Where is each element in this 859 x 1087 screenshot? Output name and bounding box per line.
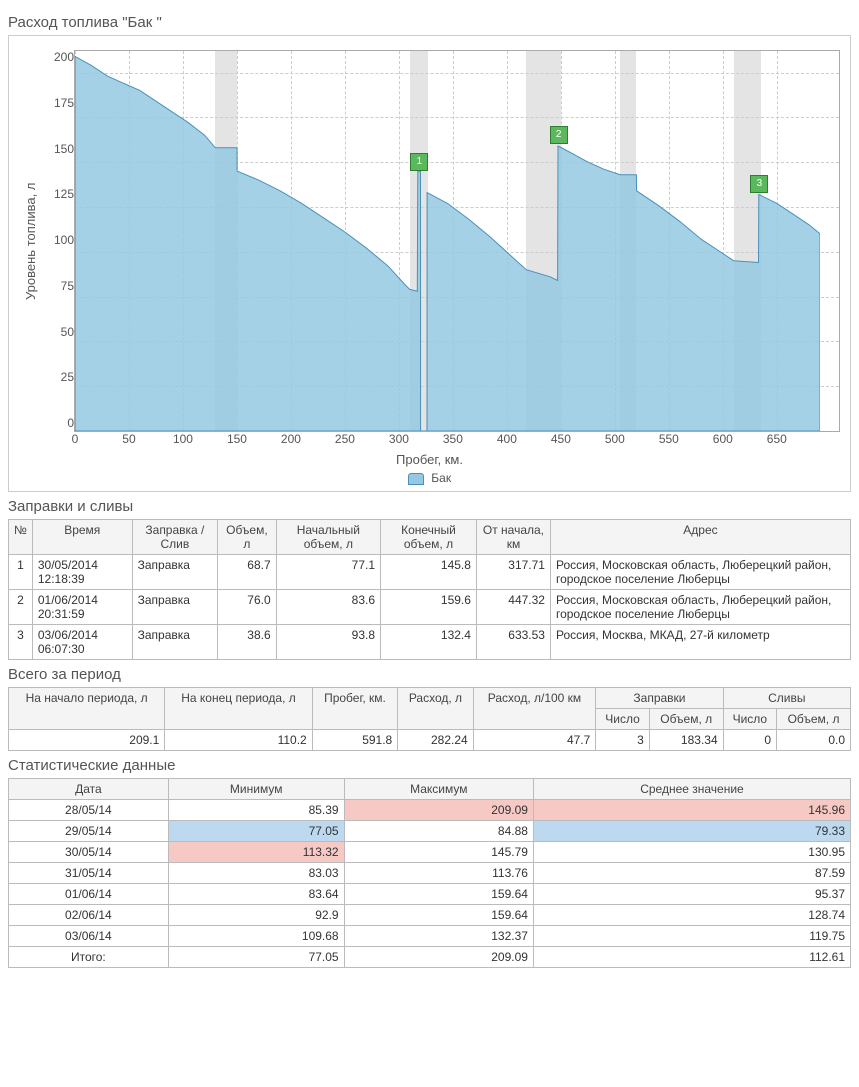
table-header: Число <box>723 709 776 730</box>
table-header: Число <box>596 709 649 730</box>
chart-yticks: 2001751501251007550250 <box>42 50 74 430</box>
period-table: На начало периода, лНа конец периода, лП… <box>8 687 851 751</box>
chart-marker[interactable]: 2 <box>550 126 568 144</box>
table-header: Среднее значение <box>533 779 850 800</box>
table-header: Дата <box>9 779 169 800</box>
table-row: 303/06/2014 06:07:30Заправка38.693.8132.… <box>9 625 851 660</box>
chart-marker[interactable]: 3 <box>750 175 768 193</box>
table-header: № <box>9 520 33 555</box>
table-header: На начало периода, л <box>9 688 165 730</box>
chart-ylabel: Уровень топлива, л <box>19 50 42 432</box>
table-header: Сливы <box>723 688 850 709</box>
fuel-chart: Уровень топлива, л 200175150125100755025… <box>8 35 851 492</box>
chart-plot-area[interactable]: 1 2 3 <box>74 50 840 432</box>
table-header: Объем, л <box>777 709 851 730</box>
table-header: Заправки <box>596 688 723 709</box>
chart-legend: Бак <box>19 471 840 485</box>
refuel-table: №ВремяЗаправка / СливОбъем, лНачальный о… <box>8 519 851 660</box>
table-header: Время <box>32 520 132 555</box>
table-header: Расход, л <box>398 688 473 730</box>
table-header: Максимум <box>344 779 533 800</box>
table-row: 31/05/1483.03113.7687.59 <box>9 863 851 884</box>
table-header: От начала, км <box>476 520 550 555</box>
table-header: Конечный объем, л <box>381 520 477 555</box>
refuel-section-title: Заправки и сливы <box>8 498 851 515</box>
table-header: Объем, л <box>649 709 723 730</box>
table-header: Расход, л/100 км <box>473 688 596 730</box>
table-header: Пробег, км. <box>312 688 398 730</box>
table-row: 28/05/1485.39209.09145.96 <box>9 800 851 821</box>
legend-swatch <box>408 473 424 485</box>
table-row: Итого:77.05209.09112.61 <box>9 947 851 968</box>
chart-title: Расход топлива "Бак " <box>8 14 851 31</box>
table-header: Объем, л <box>218 520 276 555</box>
table-row: 29/05/1477.0584.8879.33 <box>9 821 851 842</box>
period-section-title: Всего за период <box>8 666 851 683</box>
chart-xlabel: Пробег, км. <box>19 452 840 467</box>
table-row: 01/06/1483.64159.6495.37 <box>9 884 851 905</box>
stats-section-title: Статистические данные <box>8 757 851 774</box>
table-header: Минимум <box>168 779 344 800</box>
table-row: 201/06/2014 20:31:59Заправка76.083.6159.… <box>9 590 851 625</box>
table-row: 30/05/14113.32145.79130.95 <box>9 842 851 863</box>
legend-label: Бак <box>431 471 451 485</box>
chart-marker[interactable]: 1 <box>410 153 428 171</box>
table-header: Заправка / Слив <box>132 520 218 555</box>
table-row: 03/06/14109.68132.37119.75 <box>9 926 851 947</box>
table-header: Начальный объем, л <box>276 520 380 555</box>
table-row: 130/05/2014 12:18:39Заправка68.777.1145.… <box>9 555 851 590</box>
table-header: На конец периода, л <box>165 688 312 730</box>
stats-table: ДатаМинимумМаксимумСреднее значение 28/0… <box>8 778 851 968</box>
table-row: 02/06/1492.9159.64128.74 <box>9 905 851 926</box>
table-header: Адрес <box>550 520 850 555</box>
chart-xticks: 050100150200250300350400450500550600650 <box>75 432 820 450</box>
